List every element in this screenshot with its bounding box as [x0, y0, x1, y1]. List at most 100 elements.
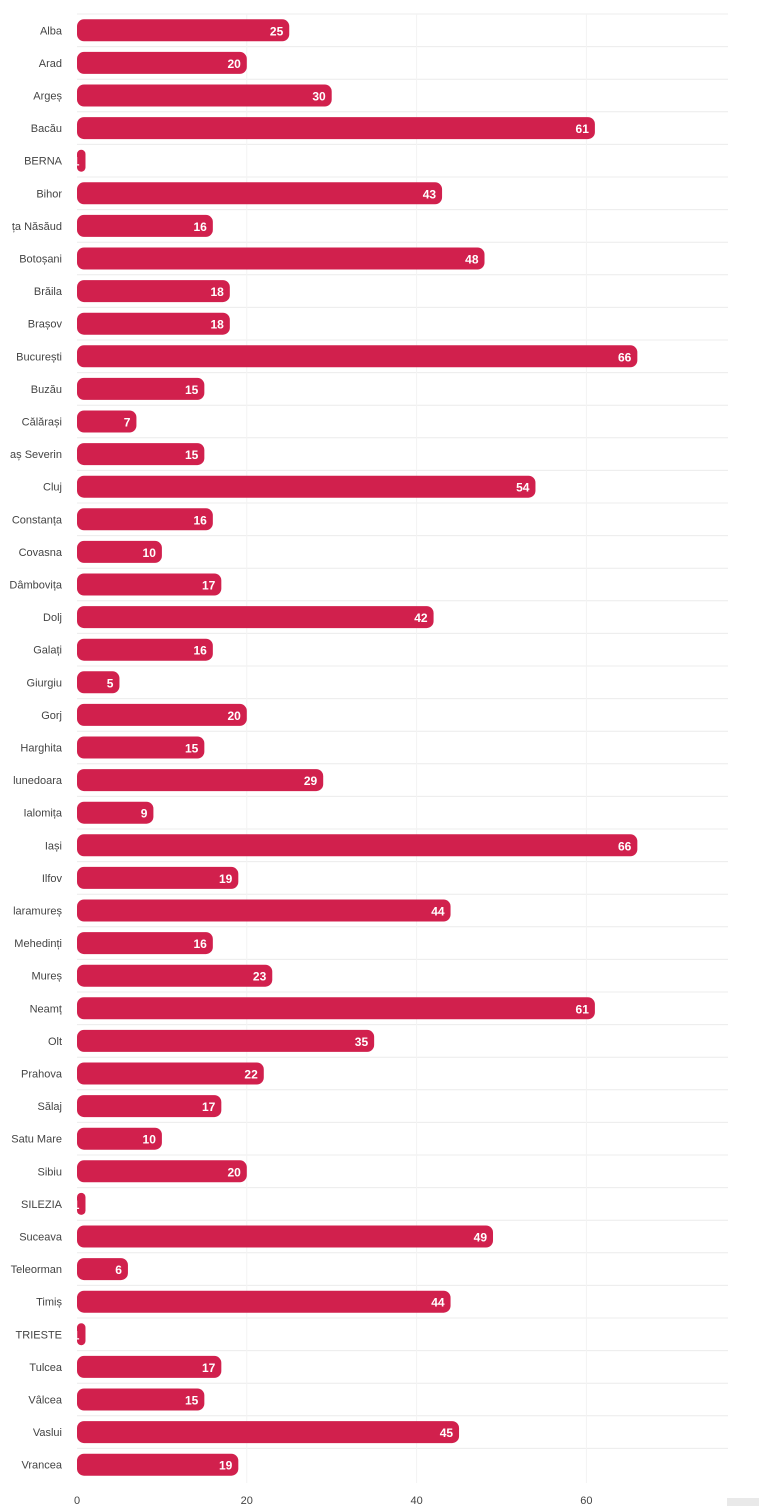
- bar: [77, 280, 230, 303]
- bar: [77, 443, 205, 466]
- category-label: Bihor: [36, 188, 62, 200]
- data-label: 16: [193, 937, 207, 951]
- category-label: Alba: [40, 25, 63, 37]
- category-label: Cluj: [43, 482, 62, 494]
- bar: [77, 1127, 162, 1150]
- category-label: Prahova: [21, 1069, 63, 1081]
- category-label: Vrancea: [21, 1460, 62, 1472]
- bar: [77, 899, 451, 922]
- category-label: Tulcea: [29, 1362, 62, 1374]
- data-label: 16: [193, 644, 207, 658]
- category-label: Mureș: [31, 971, 62, 983]
- bar: [77, 410, 137, 433]
- category-label: Vaslui: [33, 1427, 62, 1439]
- data-label: 16: [193, 220, 207, 234]
- bar: [77, 182, 443, 205]
- category-label: Ialomița: [23, 808, 62, 820]
- data-label: 44: [431, 905, 445, 919]
- data-label: 17: [202, 1361, 216, 1375]
- bar: [77, 866, 239, 889]
- category-label: Sibiu: [38, 1166, 62, 1178]
- bar: [77, 1225, 494, 1248]
- bar: [77, 1029, 375, 1052]
- data-label: 20: [227, 1165, 241, 1179]
- data-label: 22: [244, 1068, 258, 1082]
- category-label: BERNA: [24, 156, 63, 168]
- bar: [77, 149, 86, 172]
- bar: [77, 671, 120, 694]
- bar: [77, 117, 595, 140]
- category-label: Brăila: [34, 286, 63, 298]
- bar: [77, 1323, 86, 1346]
- data-label: 30: [312, 90, 326, 104]
- data-label: 25: [270, 24, 284, 38]
- category-label: București: [16, 351, 62, 363]
- category-labels-layer: Alba Arad Argeș Bacău BERNA Bihor ța Năsăud Bot…: [9, 25, 62, 1471]
- data-label: 20: [227, 709, 241, 723]
- category-label: laramureș: [13, 906, 62, 918]
- bar: [77, 606, 434, 629]
- category-label: Brașov: [28, 319, 63, 331]
- bar: [77, 19, 290, 42]
- bar: [77, 247, 485, 270]
- category-label: Sălaj: [38, 1101, 62, 1113]
- category-label: Satu Mare: [11, 1134, 62, 1146]
- data-label: 1: [73, 1198, 80, 1212]
- data-label: 44: [431, 1296, 445, 1310]
- bar: [77, 475, 536, 498]
- category-label: TRIESTE: [16, 1329, 62, 1341]
- bar: [77, 1258, 128, 1281]
- data-label: 66: [618, 839, 632, 853]
- category-label: Teleorman: [11, 1264, 62, 1276]
- category-label: Ilfov: [42, 873, 63, 885]
- data-label: 15: [185, 742, 199, 756]
- data-label: 23: [253, 970, 267, 984]
- category-label: Bacău: [31, 123, 62, 135]
- bar: [77, 377, 205, 400]
- category-label: Neamț: [30, 1003, 62, 1015]
- bar: [77, 638, 213, 661]
- category-label: Covasna: [19, 547, 63, 559]
- bar: [77, 1421, 460, 1444]
- x-axis: 0 20 40 60: [74, 1495, 593, 1507]
- category-label: Galați: [33, 645, 62, 657]
- category-label: Buzău: [31, 384, 62, 396]
- bar: [77, 997, 595, 1020]
- bar: [77, 540, 162, 563]
- x-tick-label: 20: [241, 1495, 253, 1506]
- bar: [77, 1453, 239, 1476]
- category-label: Argeș: [33, 91, 62, 103]
- bar: [77, 932, 213, 955]
- bars-layer: [77, 19, 638, 1476]
- data-label: 1: [73, 155, 80, 169]
- data-label: 17: [202, 579, 216, 593]
- data-label: 1: [73, 1328, 80, 1342]
- category-label: Mehedinți: [14, 938, 62, 950]
- data-label: 35: [355, 1035, 369, 1049]
- data-label: 10: [143, 546, 157, 560]
- data-label: 19: [219, 1459, 233, 1473]
- data-label: 61: [576, 1002, 590, 1016]
- bar: [77, 214, 213, 237]
- bar: [77, 703, 247, 726]
- category-label: lunedoara: [13, 775, 63, 787]
- data-label: 29: [304, 774, 318, 788]
- data-label: 45: [440, 1426, 454, 1440]
- bar: [77, 801, 154, 824]
- bar: [77, 1388, 205, 1411]
- bar: [77, 964, 273, 987]
- category-label: Arad: [39, 58, 62, 70]
- data-label: 18: [210, 285, 224, 299]
- category-label: Giurgiu: [27, 677, 62, 689]
- category-label: Botoșani: [19, 254, 62, 266]
- data-label: 15: [185, 1394, 199, 1408]
- category-label: Suceava: [19, 1232, 63, 1244]
- scroll-corner: [727, 1498, 759, 1506]
- category-label: SILEZIA: [21, 1199, 63, 1211]
- category-label: Dolj: [43, 612, 62, 624]
- data-label: 7: [124, 416, 131, 430]
- bar: [77, 312, 230, 335]
- category-label: ța Năsăud: [12, 221, 62, 233]
